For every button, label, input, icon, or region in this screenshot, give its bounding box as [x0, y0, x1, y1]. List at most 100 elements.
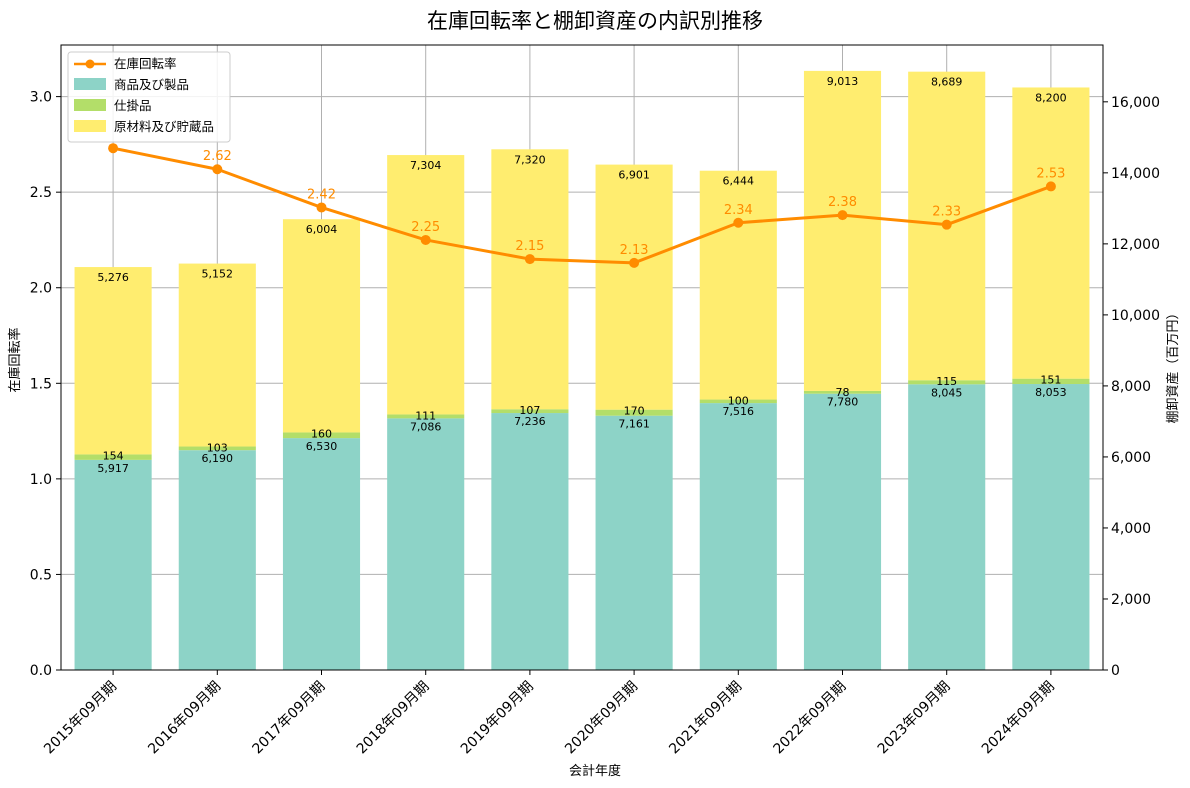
right-tick-label: 4,000 [1111, 521, 1151, 537]
bar-wip [595, 409, 673, 416]
bar-label-materials: 8,200 [1035, 91, 1067, 104]
left-axis-title: 在庫回転率 [7, 327, 23, 392]
x-tick-label: 2017年09月期 [250, 679, 329, 758]
left-tick-label: 2.0 [30, 281, 52, 297]
bar-label-materials: 5,152 [202, 268, 234, 281]
bar-products [282, 438, 361, 670]
right-tick-label: 16,000 [1111, 95, 1160, 111]
x-tick-label: 2018年09月期 [354, 679, 433, 758]
x-tick-label: 2022年09月期 [771, 679, 850, 758]
bar-wip [803, 390, 882, 394]
right-tick-label: 14,000 [1111, 166, 1160, 182]
bar-products [595, 415, 673, 670]
bar-label-materials: 9,013 [827, 75, 859, 88]
ratio-label: 2.62 [203, 149, 232, 164]
x-tick-label: 2021年09月期 [666, 679, 745, 758]
ratio-point [733, 217, 744, 228]
bar-label-products: 6,190 [202, 452, 234, 465]
ratio-point [316, 202, 327, 213]
x-tick-label: 2016年09月期 [145, 679, 224, 758]
ratio-line: 2.62 2.42 2.25 2.15 2.13 2.34 2.38 2.33 2.53 [108, 143, 1065, 268]
ratio-label: 2.33 [932, 205, 961, 220]
right-axis: 0 2,000 4,000 6,000 8,000 10,000 12,000 14,000 1… [1103, 95, 1160, 679]
legend-label-materials: 原材料及び貯蔵品 [114, 119, 214, 134]
ratio-label: 2.34 [724, 203, 753, 218]
x-tick-label: 2020年09月期 [562, 679, 641, 758]
x-tick-label: 2024年09月期 [979, 679, 1058, 758]
bar-label-wip: 154 [103, 449, 124, 462]
bar-label-products: 5,917 [97, 462, 129, 475]
right-tick-label: 0 [1111, 663, 1120, 679]
bar-label-materials: 7,304 [410, 159, 442, 172]
bar-wip [699, 399, 777, 404]
ratio-polyline [112, 146, 1052, 265]
ratio-label: 2.53 [1036, 166, 1065, 181]
right-tick-label: 2,000 [1111, 592, 1151, 608]
ratio-point [1045, 181, 1056, 192]
bar-materials [491, 149, 569, 410]
legend-swatch-products [74, 78, 106, 90]
x-tick-label: 2023年09月期 [875, 679, 954, 758]
right-axis-title: 棚卸資産（百万円） [1165, 306, 1181, 423]
ratio-label: 2.42 [307, 187, 336, 202]
left-axis: 0.0 0.5 1.0 1.5 2.0 2.5 3.0 [30, 90, 61, 679]
ratio-point [524, 254, 535, 265]
bar-label-products: 7,161 [618, 418, 650, 431]
ratio-label: 2.25 [411, 220, 440, 235]
bar-products [491, 413, 569, 670]
bar-wip [74, 454, 152, 460]
bar-wip [908, 380, 986, 385]
bar-products [178, 450, 256, 670]
legend-marker-swatch [85, 59, 95, 69]
ratio-point [837, 210, 848, 221]
bar-materials [1012, 87, 1090, 379]
chart-title: 在庫回転率と棚卸資産の内訳別推移 [427, 9, 763, 33]
right-tick-label: 8,000 [1111, 379, 1151, 395]
legend-swatch-wip [74, 99, 106, 111]
bar-label-products: 6,530 [306, 440, 338, 453]
ratio-label: 2.15 [515, 239, 544, 254]
bar-label-materials: 5,276 [97, 271, 129, 284]
bar-label-wip: 160 [311, 427, 332, 440]
bar-label-products: 8,053 [1035, 386, 1067, 399]
bar-products [699, 403, 777, 670]
x-axis: 2015年09月期 2016年09月期 2017年09月期 2018年09月期 2019… [41, 670, 1058, 757]
bar-label-products: 7,236 [514, 415, 546, 428]
legend-label-wip: 仕掛品 [114, 98, 152, 113]
bar-wip [491, 409, 569, 414]
bar-label-materials: 6,444 [723, 175, 755, 188]
ratio-point [108, 143, 119, 154]
legend-label-products: 商品及び製品 [114, 77, 189, 92]
bar-label-products: 8,045 [931, 386, 963, 399]
plot-frame [60, 44, 1104, 671]
left-tick-label: 1.5 [30, 376, 52, 392]
ratio-point [941, 219, 952, 230]
bar-label-materials: 8,689 [931, 76, 963, 89]
legend: 在庫回転率 商品及び製品 仕掛品 原材料及び貯蔵品 [67, 51, 231, 143]
bar-label-wip: 103 [207, 442, 228, 455]
left-tick-label: 1.0 [30, 472, 52, 488]
bar-products [387, 418, 465, 670]
bar-label-wip: 107 [519, 404, 540, 417]
ratio-point [212, 164, 223, 175]
bar-label-products: 7,780 [827, 396, 859, 409]
right-tick-label: 12,000 [1111, 237, 1160, 253]
bar-label-wip: 115 [936, 375, 957, 388]
left-tick-label: 0.5 [30, 567, 52, 583]
bar-label-wip: 100 [728, 395, 749, 408]
bar-label-materials: 6,901 [618, 169, 650, 182]
x-axis-title: 会計年度 [569, 763, 621, 779]
left-tick-label: 0.0 [30, 663, 52, 679]
bar-label-materials: 7,320 [514, 153, 546, 166]
ratio-label: 2.38 [828, 195, 857, 210]
left-tick-label: 3.0 [30, 90, 52, 106]
bar-wip [387, 414, 465, 419]
bar-products [1012, 384, 1090, 670]
x-tick-label: 2015年09月期 [41, 679, 120, 758]
bar-materials [74, 267, 152, 455]
legend-label-ratio: 在庫回転率 [114, 56, 177, 71]
bar-label-products: 7,086 [410, 420, 442, 433]
ratio-label: 2.13 [620, 243, 649, 258]
